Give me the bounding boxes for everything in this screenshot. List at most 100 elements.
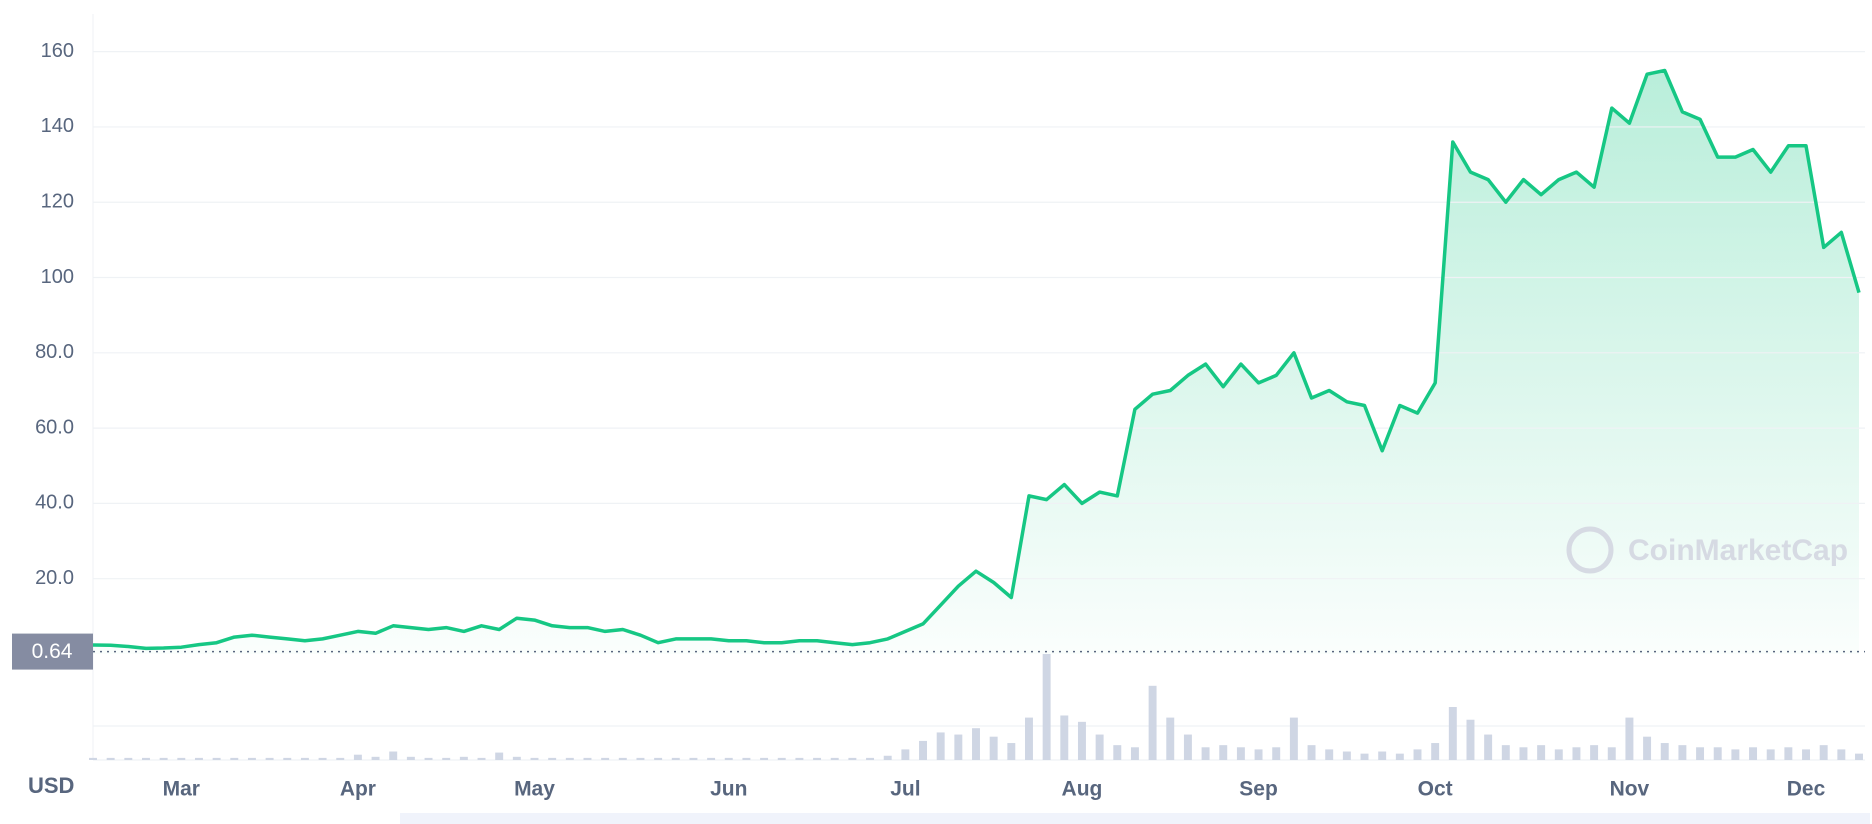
volume-bar <box>972 728 980 760</box>
volume-bar <box>1537 745 1546 760</box>
volume-bar <box>247 757 256 760</box>
volume-bar <box>1660 743 1669 760</box>
volume-bar <box>689 757 698 760</box>
volume-bar <box>1678 745 1687 760</box>
volume-bar <box>442 757 451 760</box>
x-tick-label: Oct <box>1418 778 1453 801</box>
volume-bar <box>1501 745 1510 760</box>
volume-bar <box>795 757 804 760</box>
y-tick-label: 80.0 <box>35 341 74 363</box>
volume-bar <box>919 740 927 760</box>
volume-bar <box>530 757 539 760</box>
volume-bar <box>1590 745 1599 760</box>
volume-bar <box>636 757 645 760</box>
volume-bar <box>866 757 875 760</box>
volume-bar <box>424 757 433 760</box>
volume-bar <box>512 756 521 760</box>
volume-bar <box>1784 747 1793 760</box>
y-tick-label: 100 <box>41 266 74 288</box>
volume-bar <box>1731 749 1740 760</box>
volume-bar <box>106 757 115 760</box>
volume-bar <box>1484 734 1493 760</box>
volume-bar <box>1113 745 1122 760</box>
x-tick-label: Dec <box>1787 778 1826 801</box>
current-price-box <box>12 633 93 670</box>
volume-bar <box>194 757 203 760</box>
volume-bar <box>1342 751 1351 760</box>
volume-bar <box>1625 717 1634 760</box>
volume-bar <box>1254 749 1263 760</box>
y-tick-label: 40.0 <box>35 492 74 514</box>
volume-bar <box>848 757 857 760</box>
volume-bar <box>618 757 627 760</box>
x-tick-label: May <box>514 778 555 801</box>
x-tick-label: Apr <box>340 778 376 801</box>
y-tick-label: 20.0 <box>35 567 74 589</box>
volume-bar <box>830 757 839 760</box>
volume-bar <box>813 757 822 760</box>
volume-bar <box>565 757 574 760</box>
volume-bar <box>654 757 663 760</box>
volume-bar <box>548 757 557 760</box>
volume-bar <box>1802 749 1810 760</box>
volume-bar <box>89 757 97 760</box>
volume-bar <box>989 736 998 760</box>
currency-label: USD <box>28 773 74 798</box>
price-area <box>93 70 1859 654</box>
volume-bar <box>901 749 910 760</box>
volume-bar <box>1395 753 1404 760</box>
volume-bar <box>1201 747 1210 760</box>
volume-bar <box>371 756 380 760</box>
volume-bar <box>1466 719 1475 760</box>
volume-bar <box>671 757 680 760</box>
volume-bar <box>1272 747 1281 760</box>
watermark-logo <box>1566 526 1614 574</box>
volume-bar <box>1837 749 1846 760</box>
volume-bar <box>1325 749 1334 760</box>
volume-bar <box>1607 747 1616 760</box>
volume-bar <box>1713 747 1722 760</box>
volume-bar <box>1130 747 1139 760</box>
x-tick-label: Sep <box>1239 778 1278 801</box>
volume-bar <box>1519 747 1528 760</box>
volume-bar <box>1360 753 1369 760</box>
y-tick-label: 140 <box>41 115 74 137</box>
volume-bar <box>477 757 486 760</box>
volume-bar <box>1183 734 1192 760</box>
volume-bar <box>742 757 751 760</box>
range-bar <box>400 813 1870 824</box>
volume-bar <box>1060 715 1069 760</box>
volume-bar <box>212 757 221 760</box>
volume-bar <box>601 757 610 760</box>
y-tick-label: 120 <box>41 191 74 213</box>
price-line <box>92 68 1861 651</box>
volume-bar <box>1378 751 1387 760</box>
watermark: CoinMarketCap <box>1566 526 1848 574</box>
y-tick-label: 60.0 <box>35 416 74 438</box>
volume-bar <box>583 757 592 760</box>
volume-bar <box>1819 745 1828 760</box>
volume-bar <box>142 757 150 760</box>
volume-bar <box>1448 707 1457 760</box>
volume-bar <box>353 754 362 760</box>
volume-bar <box>883 755 892 760</box>
volume-bar <box>1007 743 1016 760</box>
volume-bar <box>124 757 133 760</box>
volume-bar <box>1696 747 1705 760</box>
volume-bar <box>1236 747 1245 760</box>
volume-bar <box>1749 747 1758 760</box>
volume-bar <box>1077 721 1086 760</box>
x-tick-label: Jun <box>710 778 747 801</box>
volume-bar <box>707 757 716 760</box>
volume-bar <box>230 757 239 760</box>
x-tick-label: Jul <box>890 778 920 801</box>
volume-bar <box>1572 747 1581 760</box>
volume-bar <box>1413 749 1422 760</box>
volume-bar <box>159 757 168 760</box>
volume-bar <box>777 757 786 760</box>
volume-bar <box>283 757 292 760</box>
volume-bar <box>1219 745 1228 760</box>
volume-bar <box>936 732 945 760</box>
volume-bar <box>389 751 398 760</box>
